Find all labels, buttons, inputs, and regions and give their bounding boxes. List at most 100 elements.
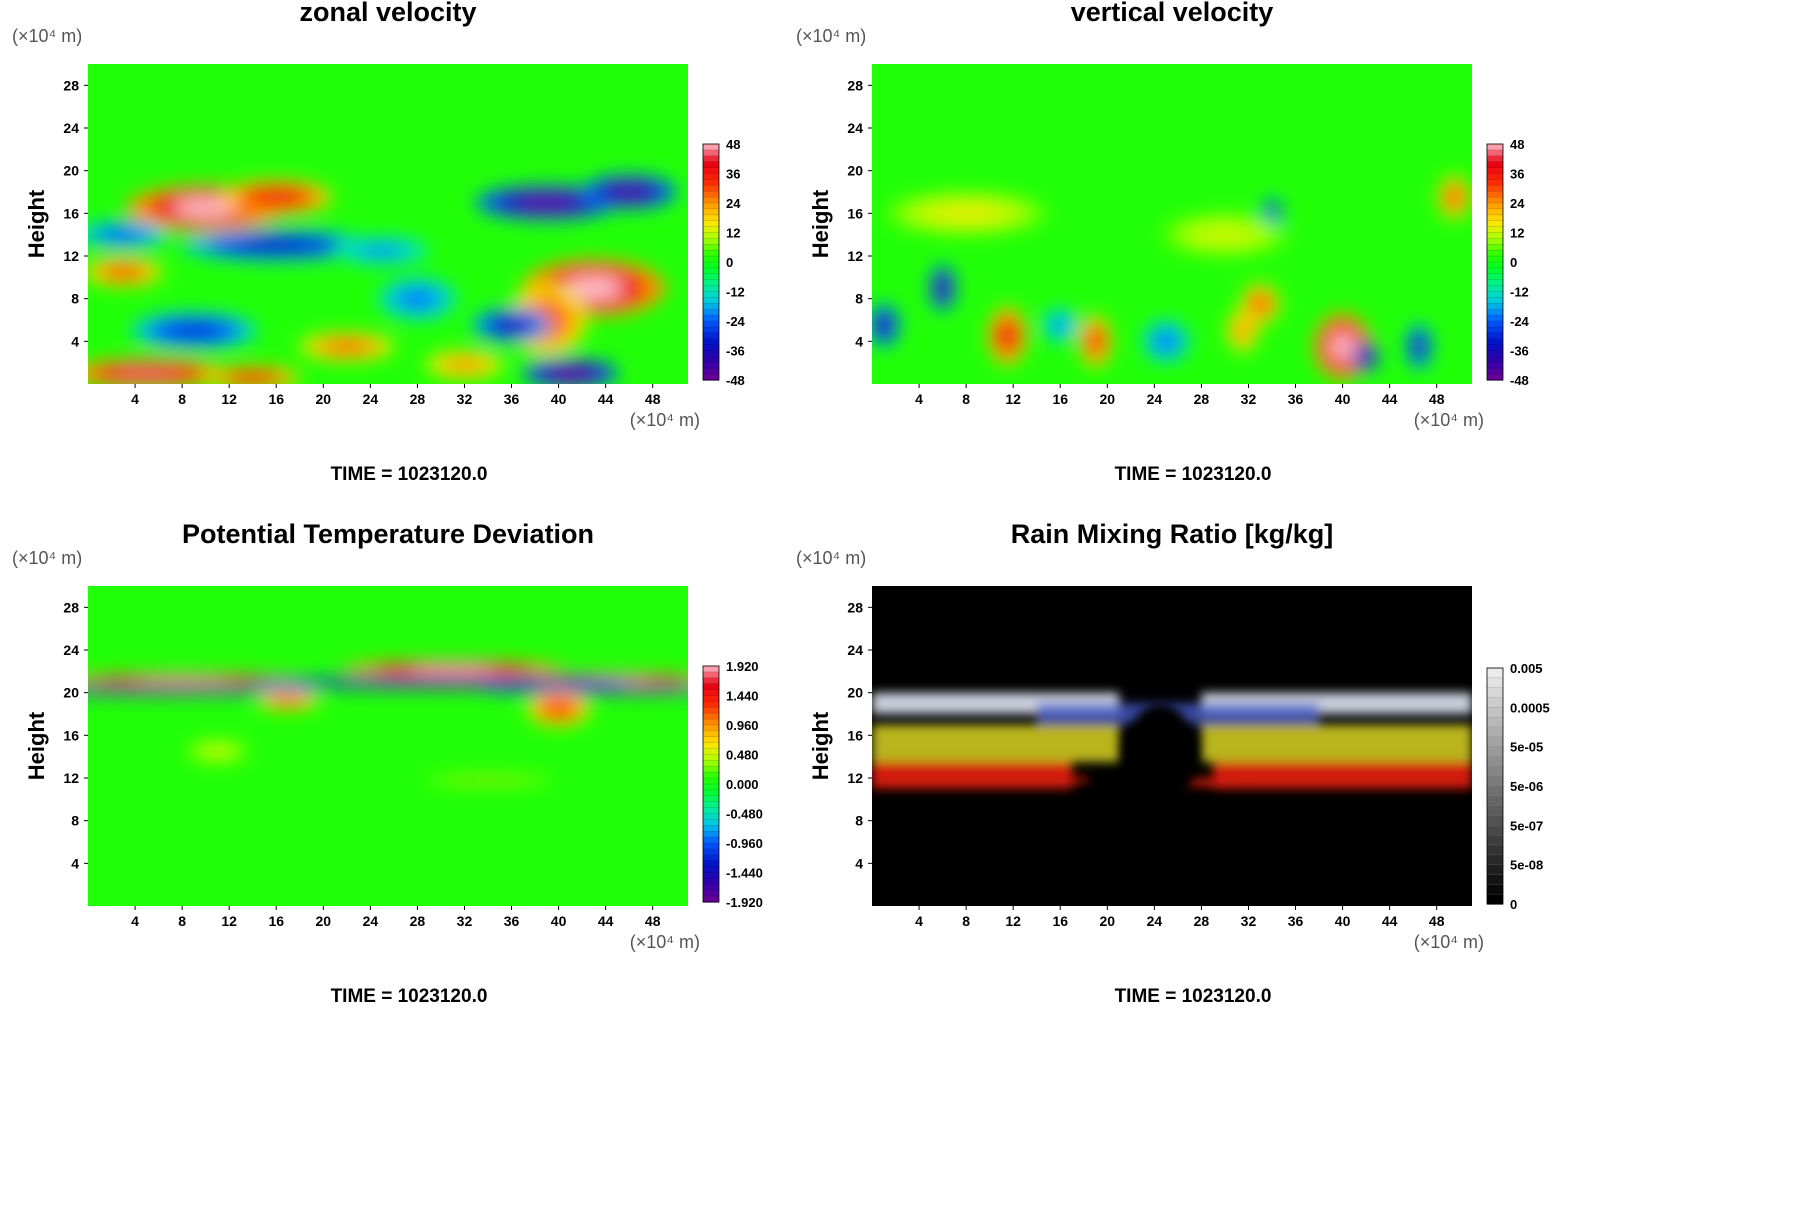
x-tick-label: 24 [363,913,379,929]
field-feature-core [1252,295,1268,313]
colorbar-label: -36 [1510,344,1529,359]
colorbar-band [1487,256,1503,263]
y-tick-label: 24 [847,642,863,658]
field-feature-core [401,289,434,308]
rain-gap [1124,703,1196,810]
colorbar-band [703,374,719,381]
y-tick-label: 12 [847,770,863,786]
y-tick-label: 4 [71,333,79,349]
x-tick-label: 4 [131,391,139,407]
colorbar-band [703,149,719,157]
colorbar-band [703,854,719,862]
colorbar-band [1487,766,1503,777]
colorbar-band [703,256,719,263]
colorbar: 48 36 24 12 0 -12 -24 -36 -48 [702,137,746,388]
x-tick-label: 16 [268,913,284,929]
colorbar-label: 12 [726,226,740,241]
colorbar-frame [702,665,720,903]
colorbar-band [1487,874,1503,885]
field-feature-core [937,278,948,298]
y-tick-label: 8 [855,291,863,307]
x-tick-label: 20 [316,391,332,407]
colorbar: 0.005 0.0005 5e-05 5e-06 5e-07 5e-08 0 [1486,661,1550,912]
field-feature-core [103,228,143,241]
x-tick-label: 4 [131,913,139,929]
field-feature-core [363,680,519,686]
colorbar-band [1487,717,1503,728]
colorbar-frame [1486,667,1504,905]
colorbar-band [1487,191,1503,198]
y-tick-label: 16 [63,205,79,221]
y-tick-label: 20 [847,685,863,701]
x-tick-label: 12 [221,913,237,929]
y-tick-label: 28 [847,77,863,93]
x-tick-label: 12 [221,391,237,407]
colorbar-band [703,831,719,838]
colorbar-band [703,244,719,251]
colorbar-label: -24 [1510,314,1530,329]
colorbar-band [703,837,719,844]
y-tick-label: 8 [71,291,79,307]
colorbar-band [703,884,719,891]
colorbar-label: -12 [1510,285,1529,300]
colorbar-band [703,262,719,269]
colorbar-band [703,807,719,815]
colorbar-band [1487,203,1503,210]
colorbar-band [703,766,719,773]
colorbar-band [1487,149,1503,157]
field-feature-core [1156,332,1176,351]
colorbar-band [703,191,719,198]
x-unit-label: (×10⁴ m) [630,410,700,430]
colorbar-band [703,666,719,673]
colorbar-band [1487,687,1503,699]
y-tick-label: 20 [847,163,863,179]
panel-title: Potential Temperature Deviation [182,519,594,549]
colorbar-band [1487,668,1503,679]
rain-patch-red [1054,776,1090,784]
x-unit-label: (×10⁴ m) [1414,410,1484,430]
field-feature-core [327,340,367,353]
x-tick-label: 36 [1288,391,1304,407]
colorbar-label: 0.960 [726,718,759,733]
colorbar-frame [1486,143,1504,381]
colorbar-band [703,719,719,726]
field-feature-core [1199,225,1251,244]
plot-area [88,64,688,384]
colorbar-band [1487,238,1503,245]
colorbar-label: 48 [726,137,740,152]
field-feature-core [407,665,498,673]
y-tick-label: 16 [847,727,863,743]
colorbar-label: 0 [726,255,733,270]
colorbar-label: 5e-08 [1510,858,1543,873]
colorbar-band [703,772,719,779]
colorbar-band [703,285,719,293]
y-tick-label: 8 [71,813,79,829]
colorbar-label: -36 [726,344,745,359]
x-tick-label: 12 [1005,913,1021,929]
panel-theta: Potential Temperature Deviation (×10⁴ m) H… [12,519,763,1007]
field-feature-core [362,244,402,257]
field-feature-core [173,198,238,218]
colorbar-band [1487,161,1503,169]
colorbar-band [703,309,719,316]
colorbar-band [703,778,719,785]
y-axis-label: Height [24,189,49,258]
colorbar-band [703,297,719,304]
time-label: TIME = 1023120.0 [1115,986,1272,1007]
colorbar-label: 1.440 [726,689,759,704]
colorbar-band [703,173,719,180]
y-axis-label: Height [24,711,49,780]
colorbar-label: 0.480 [726,748,759,763]
y-tick-label: 4 [855,333,863,349]
panel-title: zonal velocity [299,0,476,27]
rain-layer-yellow-left [872,724,1120,762]
colorbar-band [703,784,719,791]
x-tick-label: 20 [1100,391,1116,407]
colorbar-band [703,813,719,820]
colorbar-band [703,208,719,216]
colorbar-band [703,742,719,750]
colorbar-band [703,368,719,375]
time-label: TIME = 1023120.0 [331,464,488,485]
x-unit-label: (×10⁴ m) [1414,932,1484,952]
